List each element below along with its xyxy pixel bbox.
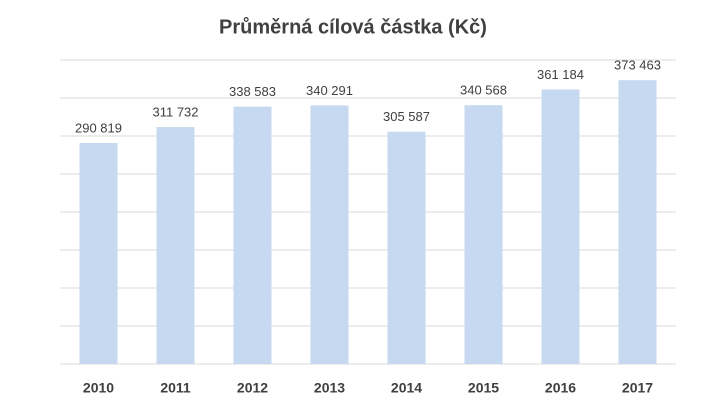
value-label: 373 463 — [614, 58, 661, 73]
x-tick-label: 2013 — [314, 380, 345, 396]
chart-title: Průměrná cílová částka (Kč) — [219, 16, 487, 38]
value-label: 338 583 — [229, 84, 276, 99]
bar — [233, 106, 272, 365]
x-tick-label: 2015 — [468, 380, 499, 396]
x-tick-label: 2011 — [160, 380, 191, 396]
x-tick-label: 2010 — [83, 380, 114, 396]
value-label: 290 819 — [75, 120, 122, 135]
bar — [387, 131, 426, 364]
value-label: 305 587 — [383, 109, 430, 124]
x-tick-label: 2014 — [391, 380, 422, 396]
bar — [618, 80, 657, 364]
x-tick-label: 2016 — [545, 380, 576, 396]
bar — [541, 89, 580, 365]
value-label: 361 184 — [537, 67, 584, 82]
value-label: 311 732 — [152, 105, 198, 120]
value-label: 340 291 — [306, 83, 353, 98]
bar — [310, 105, 349, 364]
x-tick-label: 2017 — [622, 380, 653, 396]
bar — [464, 105, 503, 364]
bar — [156, 127, 195, 364]
x-tick-label: 2012 — [237, 380, 268, 396]
bar — [79, 142, 118, 364]
value-label: 340 568 — [460, 83, 507, 98]
